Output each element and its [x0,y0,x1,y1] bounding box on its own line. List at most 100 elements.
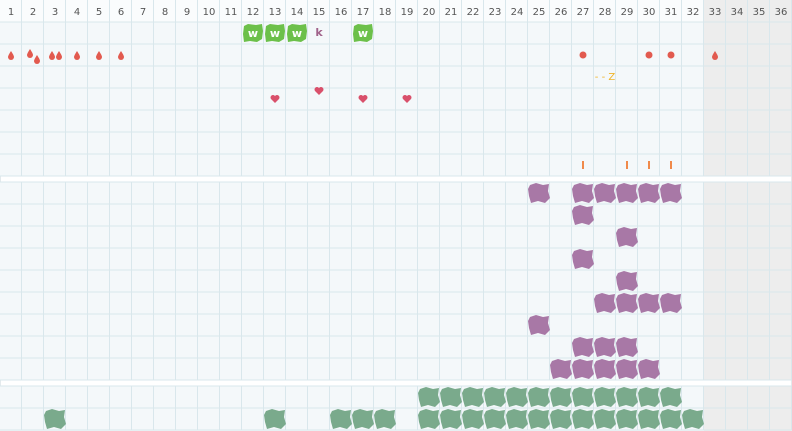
column-number: 20 [423,7,436,18]
column-number: 19 [401,7,414,18]
blob [594,409,616,429]
column-number: 5 [96,7,102,18]
blob [660,409,682,429]
column-number: 13 [269,7,282,18]
dot-icon [667,51,675,59]
column-number: 23 [489,7,502,18]
blob [374,409,396,429]
blob [638,183,660,203]
separator [0,175,792,183]
column-number: 9 [184,7,190,18]
blob [484,409,506,429]
w-text: w [292,27,302,40]
blob [616,293,638,313]
blob [594,359,616,379]
column-number: 29 [621,7,634,18]
z-text: - - Z [595,72,616,83]
drop-icon [34,55,40,64]
column-number: 34 [731,7,744,18]
column-number: 10 [203,7,216,18]
blob [638,409,660,429]
column-number: 21 [445,7,458,18]
blob [550,409,572,429]
column-number: 14 [291,7,304,18]
blob [616,337,638,357]
blob [462,387,484,407]
column-number: 11 [225,7,238,18]
column-number: 36 [775,7,788,18]
blob [440,387,462,407]
column-number: 32 [687,7,700,18]
dot-icon [645,51,653,59]
tick-icon [582,161,584,169]
blob [594,387,616,407]
drop-icon [27,49,33,58]
drop-icon [49,51,55,60]
blob [528,409,550,429]
column-number: 1 [8,7,14,18]
w-icon: w [287,24,307,42]
column-number: 3 [52,7,58,18]
blob [572,359,594,379]
w-blob [265,24,285,42]
blob [594,337,616,357]
column-number: 24 [511,7,524,18]
blob [264,409,286,429]
column-number: 7 [140,7,146,18]
blob [638,359,660,379]
tick-icon [670,161,672,169]
blob [352,409,374,429]
blob [550,387,572,407]
heart-icon [402,95,412,103]
column-number: 22 [467,7,480,18]
blob [330,409,352,429]
column-number: 31 [665,7,678,18]
blob [572,249,594,269]
blob [616,227,638,247]
blob [528,183,550,203]
blob [418,387,440,407]
blob [418,409,440,429]
blob [616,359,638,379]
blob [660,387,682,407]
column-number: 28 [599,7,612,18]
heart-icon [358,95,368,103]
column-number: 30 [643,7,656,18]
column-number: 27 [577,7,590,18]
blob [572,183,594,203]
tick-icon [648,161,650,169]
drop-icon [74,51,80,60]
column-number: 35 [753,7,766,18]
w-blob [353,24,373,42]
column-number: 33 [709,7,722,18]
blob [616,183,638,203]
tick-icon [626,161,628,169]
blob [550,359,572,379]
column-number: 8 [162,7,168,18]
blob [506,409,528,429]
w-icon: w [265,24,285,42]
w-blob [287,24,307,42]
blob [594,183,616,203]
blob [44,409,66,429]
column-number: 16 [335,7,348,18]
column-number: 6 [118,7,124,18]
heart-icon [270,95,280,103]
k-text: k [315,26,323,39]
blob [638,387,660,407]
column-number: 15 [313,7,326,18]
blob [572,409,594,429]
column-number: 26 [555,7,568,18]
w-text: w [270,27,280,40]
blob [616,409,638,429]
w-blob [243,24,263,42]
column-number: 18 [379,7,392,18]
drop-icon [8,51,14,60]
blob [528,387,550,407]
blob [594,293,616,313]
column-number: 2 [30,7,36,18]
drop-icon [712,51,718,60]
blob [572,205,594,225]
w-icon: w [243,24,263,42]
